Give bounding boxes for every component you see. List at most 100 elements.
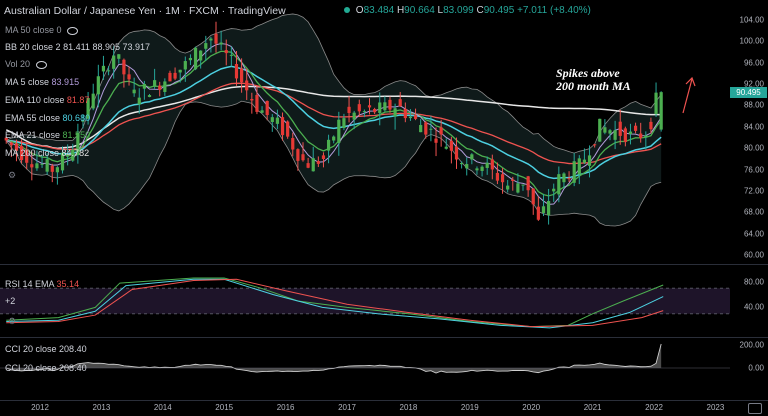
candle-body <box>618 121 622 136</box>
candle-body <box>96 76 100 95</box>
legend-ema21[interactable]: EMA 21 close 81.550 <box>5 130 91 140</box>
price-pane[interactable] <box>0 0 730 264</box>
chart-title: Australian Dollar / Japanese Yen · 1M · … <box>4 5 286 17</box>
candle-body <box>654 92 658 115</box>
change-value: +7.011 (+8.40%) <box>517 5 591 16</box>
candle-body <box>454 146 459 160</box>
cci-pane[interactable] <box>0 338 730 400</box>
eye-icon[interactable] <box>35 60 47 69</box>
candle-body <box>347 106 351 113</box>
rsi-tick: 40.00 <box>743 302 764 312</box>
price-tick: 92.00 <box>743 79 764 89</box>
candle-body <box>388 99 392 110</box>
candle-body <box>260 110 264 113</box>
legend-ma50[interactable]: MA 50 close 0 <box>5 25 79 35</box>
candle-body <box>495 172 500 181</box>
up-arrow-annotation-icon[interactable] <box>680 75 700 115</box>
candle-body <box>587 155 592 166</box>
status-dot-icon <box>344 7 350 14</box>
candle-body <box>117 54 121 59</box>
pane-divider[interactable] <box>0 264 768 265</box>
candle-body <box>188 57 193 61</box>
candle-body <box>633 125 638 131</box>
bb-upper-line <box>6 13 662 154</box>
legend-rsi[interactable]: RSI 14 EMA 35.14 <box>5 279 80 289</box>
price-tick: 100.00 <box>739 36 764 46</box>
rsi-chart[interactable] <box>0 265 730 337</box>
candle-body <box>229 54 233 56</box>
time-tick: 2013 <box>92 403 111 412</box>
time-axis[interactable]: 2012 2013 2014 2015 2016 2017 2018 2019 2020 2021… <box>0 400 768 416</box>
candle-body <box>270 117 274 122</box>
price-tick: 68.00 <box>743 207 764 217</box>
candle-body <box>439 127 443 135</box>
candle-body <box>239 68 244 83</box>
legend-cci-1[interactable]: CCI 20 close 208.40 <box>5 344 87 354</box>
candle-body <box>9 142 13 146</box>
time-tick: 2015 <box>215 403 234 412</box>
candle-body <box>214 33 218 44</box>
candle-body <box>460 162 464 165</box>
candle-body <box>158 85 162 90</box>
candle-body <box>81 120 85 122</box>
candle-body <box>168 72 172 82</box>
candle-body <box>14 143 19 151</box>
time-tick: 2019 <box>460 403 479 412</box>
pane-divider[interactable] <box>0 337 768 338</box>
candle-body <box>321 155 326 159</box>
candle-body <box>280 117 285 136</box>
rsi-axis[interactable]: 80.00 40.00 <box>730 265 768 337</box>
legend-ema55[interactable]: EMA 55 close 80.680 <box>5 113 91 123</box>
candle-body <box>255 94 259 112</box>
high-value: 90.664 <box>404 5 435 16</box>
cci-line <box>6 343 662 374</box>
rsi-tick: 80.00 <box>743 277 764 287</box>
ema55-line <box>6 65 662 180</box>
gear-icon[interactable]: ⚙ <box>8 316 17 326</box>
candle-body <box>659 92 663 130</box>
eye-icon[interactable] <box>67 26 79 35</box>
rsi-line-cyan <box>6 278 664 329</box>
price-tick: 104.00 <box>739 15 764 25</box>
candle-body <box>521 184 525 186</box>
time-axis-settings-icon[interactable] <box>748 403 762 414</box>
cci-tick: 0.00 <box>748 363 764 373</box>
candle-body <box>163 81 167 92</box>
candle-body <box>623 128 627 143</box>
chart-annotation[interactable]: Spikes above 200 month MA <box>556 66 631 93</box>
price-axis[interactable]: 104.00 100.00 96.00 92.00 88.00 84.00 80.00 76.… <box>730 0 768 264</box>
candle-body <box>60 152 65 171</box>
candle-body <box>219 42 223 45</box>
cci-axis[interactable]: 200.00 0.00 <box>730 338 768 400</box>
legend-vol[interactable]: Vol 20 <box>5 59 47 69</box>
candle-body <box>326 139 331 151</box>
candle-body <box>516 183 520 193</box>
candle-body <box>603 127 607 133</box>
candle-body <box>245 80 249 91</box>
candle-body <box>86 97 90 119</box>
candle-body <box>490 159 494 170</box>
candle-body <box>147 95 152 97</box>
legend-cci-2[interactable]: CCI 20 close 208.40 <box>5 363 87 373</box>
time-tick: 2014 <box>153 403 172 412</box>
candle-body <box>332 136 336 141</box>
candle-body <box>408 116 413 119</box>
legend-ma5[interactable]: MA 5 close 83.915 <box>5 77 80 87</box>
candle-body <box>485 162 489 168</box>
candle-body <box>531 188 535 205</box>
legend-ma200[interactable]: MA 200 close 84.782 <box>5 148 90 158</box>
rsi-extra-label: +2 <box>5 296 16 306</box>
candle-body <box>30 164 34 168</box>
price-tick: 64.00 <box>743 229 764 239</box>
price-chart[interactable] <box>0 0 730 264</box>
rsi-pane[interactable] <box>0 265 730 337</box>
candle-body <box>357 104 361 112</box>
legend-ema110[interactable]: EMA 110 close 81.87 <box>5 95 90 105</box>
candle-body <box>434 138 438 143</box>
low-value: 83.099 <box>443 5 474 16</box>
legend-bb[interactable]: BB 20 close 2 81.411 88.905 73.917 <box>5 42 151 52</box>
candle-body <box>419 125 423 133</box>
candle-body <box>598 118 602 142</box>
gear-icon[interactable]: ⚙ <box>8 170 17 180</box>
cci-chart[interactable] <box>0 338 730 400</box>
